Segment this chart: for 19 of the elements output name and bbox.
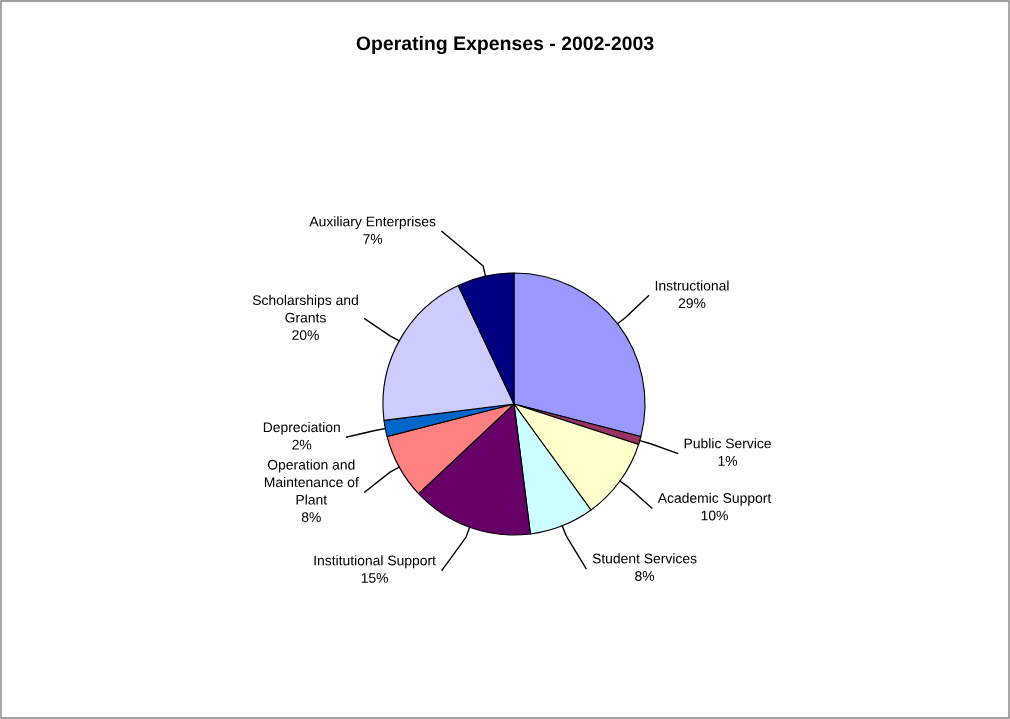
chart-title: Operating Expenses - 2002-2003	[356, 35, 654, 55]
slice-label: Public Service	[684, 438, 771, 449]
slice-label: Instructional	[655, 280, 729, 291]
data-label: 2%	[292, 439, 312, 450]
data-label: 8%	[301, 512, 321, 523]
data-label: 20%	[292, 330, 319, 341]
data-label: 15%	[361, 573, 388, 583]
data-label: 29%	[678, 298, 706, 309]
data-label: 8%	[635, 571, 655, 581]
slice-label: Institutional Support	[314, 555, 436, 569]
slice-label: Student Services	[592, 553, 697, 564]
slice-label: Scholarships and Grants	[252, 294, 358, 323]
slice-label: Depreciation	[263, 421, 340, 435]
data-label: 7%	[363, 234, 383, 244]
slice-label: Operation and Maintenance of Plant	[264, 459, 359, 505]
data-label: 1%	[718, 456, 738, 466]
slice-label: Auxiliary Enterprises	[309, 216, 436, 230]
slice-label: Academic Support	[657, 492, 772, 506]
data-label: 10%	[701, 510, 728, 521]
